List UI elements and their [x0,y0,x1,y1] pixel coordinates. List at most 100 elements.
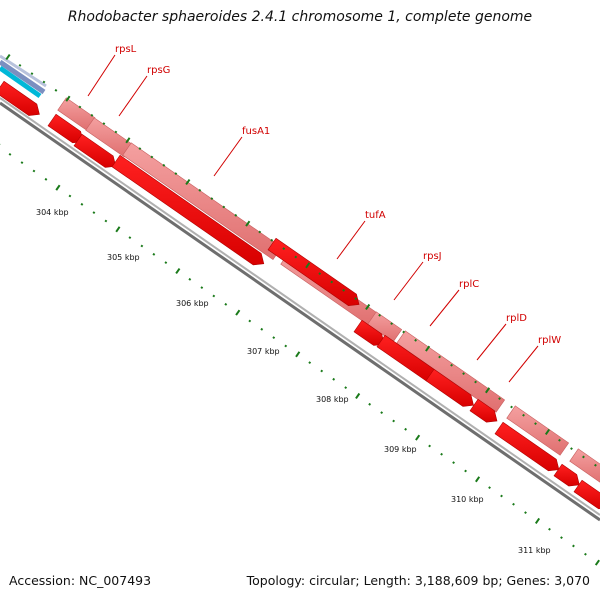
ruler-tick [54,88,58,92]
ruler-tick [500,494,503,498]
ruler-tick [258,230,262,234]
ruler-tick [498,397,501,401]
cds-arrow [494,421,560,472]
ruler-tick [428,444,431,448]
ruler-tick [450,363,453,367]
ruler-tick [544,428,551,435]
gene-label-rpsL: rpsL [115,44,137,55]
ruler-tick [355,392,361,400]
ruler-ticks [0,53,600,566]
ruler-label: 308 kbp [316,395,349,404]
ruler-tick [138,147,142,151]
ruler-tick [65,95,71,102]
ruler-tick [534,517,541,524]
ruler-tick [344,386,348,390]
ruler-tick [175,267,181,275]
ruler-tick [260,327,264,331]
gene-leader-line [476,323,507,361]
ruler-label: 310 kbp [451,495,484,504]
accession-label: Accession: NC_007493 [9,573,152,588]
ruler-tick [162,163,166,167]
cds-arrow [573,479,600,510]
cds-arrow [425,368,474,407]
ruler-tick [235,309,241,316]
ruler-tick [475,476,481,483]
gene-segment [396,330,506,413]
cds-arrow [0,80,40,116]
ruler-tick [272,336,276,340]
ruler-tick [414,338,418,342]
ruler-tick [438,355,441,359]
ruler-tick [150,155,154,159]
gene-leader-line [213,136,243,177]
ruler-tick [164,261,168,265]
ruler-tick [125,137,131,144]
ruler-tick [464,469,467,473]
cds-arrow [73,133,117,168]
ruler-tick [320,369,324,373]
ruler-tick [378,313,382,317]
ruler-tick [174,172,178,176]
gene-leader-line [118,75,148,117]
ruler-tick [582,455,585,459]
ruler-tick [80,202,84,206]
ruler-tick [140,244,144,248]
gene-label-rpsJ: rpsJ [423,251,442,262]
ruler-tick [462,372,465,376]
map-title: Rhodobacter sphaeroides 2.4.1 chromosome… [67,9,533,25]
ruler-tick [354,297,358,301]
ruler-tick [32,169,36,173]
ruler-tick [584,552,587,556]
ruler-tick [570,447,573,451]
ruler-tick [8,152,12,156]
ruler-tick [318,272,322,276]
ruler-tick [200,286,204,290]
ruler-tick [115,226,121,233]
gene-leader-line [87,54,116,97]
gene-label-tufA: tufA [365,210,386,221]
ruler-tick [488,486,491,490]
gene-leader-line [429,289,460,327]
ruler-tick [44,177,48,181]
ruler-tick [104,219,108,223]
ruler-tick [92,211,96,215]
ruler-tick [210,197,214,201]
cds-arrow [553,463,580,487]
ruler-tick [198,188,202,192]
backbone [0,97,600,522]
ruler-tick [294,255,298,259]
ruler-tick [560,536,563,540]
ruler-tick [185,178,191,186]
cds-arrow [267,237,360,306]
ruler-tick [270,238,274,242]
ruler-tick [212,294,216,298]
ruler-tick [295,351,301,358]
ruler-tick [222,205,226,209]
ruler-tick [594,463,597,467]
ruler-tick [402,330,406,334]
ruler-tick [305,262,311,269]
ruler-tick [90,113,94,117]
gene-segment [506,405,570,456]
ruler-tick [234,213,238,217]
ruler-tick [522,413,525,417]
ruler-tick [572,544,575,548]
cds-arrow [111,154,265,266]
ruler-tick [128,236,132,240]
gene-leader-line [336,220,366,260]
ruler-tick [308,361,312,365]
ruler-tick [102,122,106,126]
ruler-tick [188,277,192,281]
ruler-tick [332,377,336,381]
ruler-tick [30,72,34,76]
genome-summary: Topology: circular; Length: 3,188,609 bp… [246,573,590,588]
ruler-tick [282,247,286,251]
ruler-tick [510,405,513,409]
gene-leader-line [393,261,424,301]
ruler-tick [152,252,156,256]
ruler-tick [68,194,72,198]
ruler-tick [594,559,600,566]
ruler-tick [42,80,46,84]
cds-track [0,80,600,510]
